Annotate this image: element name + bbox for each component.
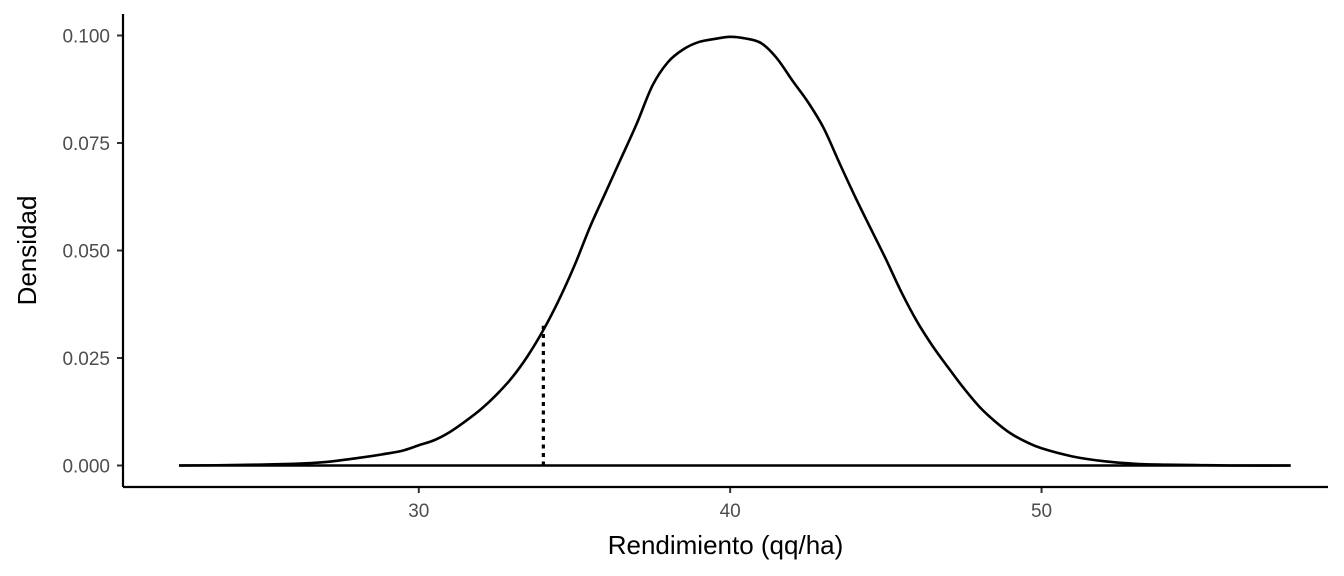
y-axis-ticks: 0.000 0.025 0.050 0.075 0.100	[62, 27, 123, 478]
y-axis-title: Densidad	[12, 196, 42, 306]
x-tick-label: 40	[720, 501, 741, 522]
plot-area	[179, 35, 1291, 467]
density-curve	[179, 35, 1291, 467]
y-tick-label: 0.100	[62, 27, 110, 48]
x-tick-label: 30	[408, 501, 429, 522]
y-tick-label: 0.025	[62, 349, 110, 370]
y-tick-label: 0.050	[62, 242, 110, 263]
y-tick-label: 0.000	[62, 457, 110, 478]
x-axis-ticks: 30 40 50	[408, 487, 1052, 522]
y-tick-label: 0.075	[62, 134, 110, 155]
x-tick-label: 50	[1031, 501, 1052, 522]
x-axis-title: Rendimiento (qq/ha)	[608, 530, 844, 560]
